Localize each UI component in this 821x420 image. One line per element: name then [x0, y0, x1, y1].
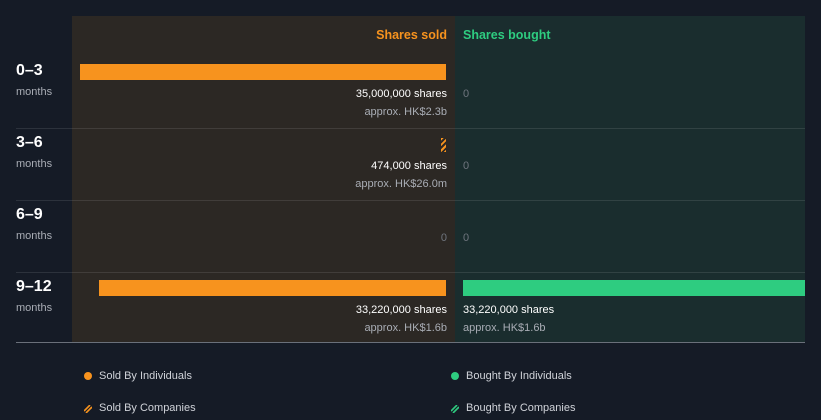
sold-individuals-dot-icon	[84, 372, 92, 380]
bought-individuals-dot-icon	[451, 372, 459, 380]
period-unit-label: months	[16, 302, 53, 314]
period-unit-label: months	[16, 158, 53, 170]
bought-bar[interactable]	[463, 280, 805, 296]
sold-approx-value: approx. HK$26.0m	[355, 178, 447, 190]
bought-approx-value: approx. HK$1.6b	[463, 322, 546, 334]
period-label: 3–6	[16, 134, 43, 151]
legend-sold-individuals[interactable]: Sold By Individuals	[84, 370, 192, 382]
sold-bar[interactable]	[441, 138, 446, 152]
shares-sold-header: Shares sold	[376, 28, 447, 42]
sold-shares-label: 474,000 shares	[371, 160, 447, 172]
period-unit-label: months	[16, 230, 53, 242]
legend-sold-companies[interactable]: Sold By Companies	[83, 402, 196, 414]
legend: Sold By Individuals Sold By Companies Bo…	[0, 360, 821, 420]
sold-shares-label: 35,000,000 shares	[355, 88, 447, 100]
row-separator	[16, 272, 805, 273]
sold-approx-value: approx. HK$2.3b	[364, 106, 447, 118]
shares-bought-header: Shares bought	[463, 28, 551, 42]
legend-bought-individuals[interactable]: Bought By Individuals	[451, 370, 572, 382]
chart-baseline	[16, 342, 805, 343]
bought-zero-label: 0	[463, 232, 470, 244]
period-label: 6–9	[16, 206, 43, 223]
period-label: 9–12	[16, 278, 52, 295]
legend-label: Bought By Individuals	[466, 370, 572, 382]
sold-zero-label: 0	[440, 232, 447, 244]
bought-shares-label: 33,220,000 shares	[463, 304, 555, 316]
row-separator	[16, 200, 805, 201]
bought-zero-label: 0	[463, 88, 470, 100]
sold-approx-value: approx. HK$1.6b	[364, 322, 447, 334]
bought-zero-label: 0	[463, 160, 470, 172]
sold-companies-hatch-icon	[83, 404, 93, 414]
legend-label: Sold By Individuals	[99, 370, 192, 382]
bought-companies-hatch-icon	[450, 404, 460, 414]
sold-bar[interactable]	[99, 280, 446, 296]
period-unit-label: months	[16, 86, 53, 98]
legend-label: Sold By Companies	[99, 402, 196, 414]
sold-bar[interactable]	[80, 64, 446, 80]
period-label: 0–3	[16, 62, 43, 79]
legend-label: Bought By Companies	[466, 402, 576, 414]
sold-shares-label: 33,220,000 shares	[355, 304, 447, 316]
row-separator	[16, 128, 805, 129]
legend-bought-companies[interactable]: Bought By Companies	[450, 402, 576, 414]
